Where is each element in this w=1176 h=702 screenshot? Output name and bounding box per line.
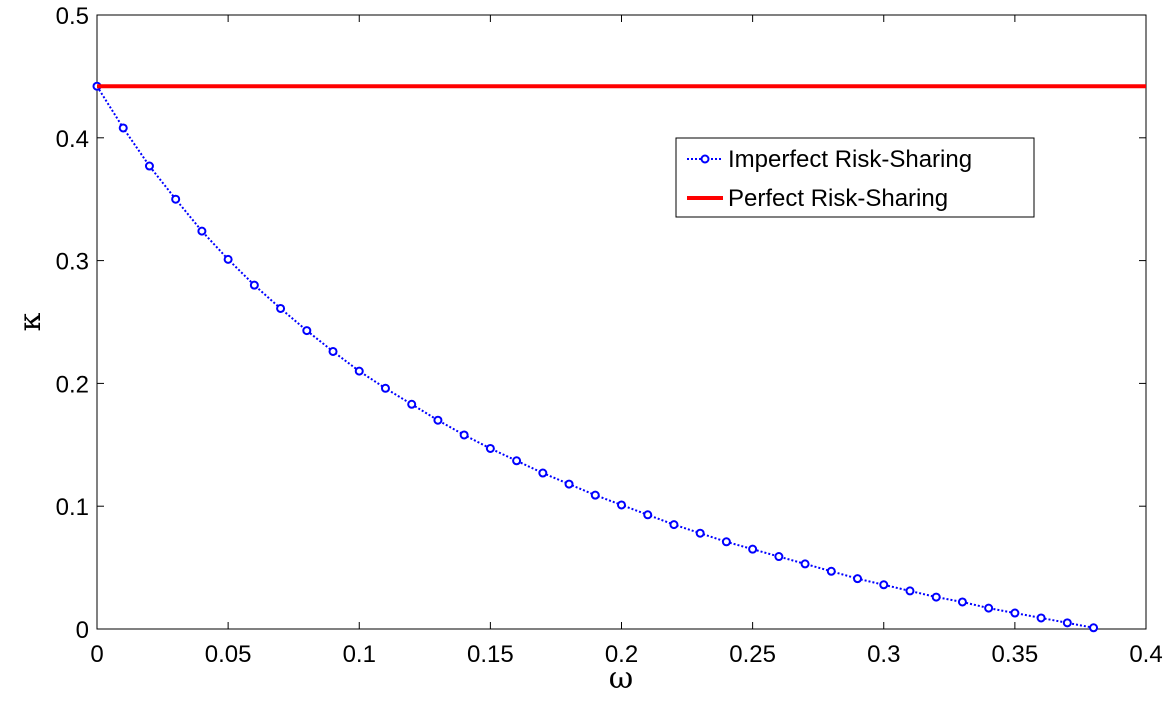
x-tick-label: 0.2	[605, 641, 638, 668]
data-point	[564, 479, 574, 489]
data-point	[249, 280, 259, 290]
data-point	[1036, 613, 1046, 623]
x-tick-label: 0	[90, 641, 103, 668]
y-tick-label: 0.5	[56, 3, 89, 30]
data-point	[223, 254, 233, 264]
data-point	[118, 123, 128, 133]
y-tick-label: 0.1	[56, 494, 89, 521]
legend-label-perfect: Perfect Risk-Sharing	[728, 185, 948, 212]
data-point	[774, 552, 784, 562]
data-point	[984, 603, 994, 613]
data-point	[276, 303, 286, 313]
data-point	[826, 566, 836, 576]
y-axis-label: κ	[13, 312, 48, 331]
data-point	[485, 443, 495, 453]
plot-area	[96, 14, 1147, 630]
y-axis-ticks: 0 0.1 0.2 0.3 0.4 0.5	[56, 3, 1146, 644]
data-point	[695, 528, 705, 538]
data-point	[590, 490, 600, 500]
data-point	[512, 456, 522, 466]
data-point	[800, 559, 810, 569]
x-tick-label: 0.4	[1129, 641, 1162, 668]
data-point	[721, 537, 731, 547]
data-point	[538, 468, 548, 478]
x-axis-ticks: 0 0.05 0.1 0.15 0.2 0.25 0.3 0.35 0.4	[90, 15, 1163, 668]
data-point	[171, 194, 181, 204]
data-point	[617, 500, 626, 510]
x-tick-label: 0.35	[992, 641, 1039, 668]
data-point	[302, 326, 312, 336]
data-point	[669, 520, 679, 530]
data-point	[354, 366, 364, 376]
data-point	[748, 544, 758, 554]
legend-marker-imperfect	[700, 154, 710, 164]
y-tick-label: 0	[76, 617, 89, 644]
data-point	[957, 597, 967, 607]
data-point	[459, 430, 469, 440]
x-tick-label: 0.05	[205, 641, 252, 668]
data-point	[853, 574, 863, 584]
y-tick-label: 0.2	[56, 371, 89, 398]
data-point	[1010, 608, 1020, 618]
y-tick-label: 0.3	[56, 249, 89, 276]
data-point	[643, 510, 653, 520]
legend-label-imperfect: Imperfect Risk-Sharing	[728, 146, 972, 173]
legend-box	[675, 137, 1035, 218]
legend: Imperfect Risk-Sharing Perfect Risk-Shar…	[675, 137, 1035, 218]
data-point	[433, 415, 443, 425]
data-point	[144, 161, 154, 171]
x-tick-label: 0.1	[343, 641, 376, 668]
x-axis-label: ω	[609, 661, 633, 696]
data-point	[328, 346, 338, 356]
y-tick-label: 0.4	[56, 126, 89, 153]
data-point	[879, 580, 889, 590]
x-tick-label: 0.15	[467, 641, 514, 668]
data-point	[407, 399, 417, 409]
data-point	[380, 383, 390, 393]
data-point	[1089, 623, 1099, 633]
data-point	[905, 586, 915, 596]
data-point	[931, 592, 941, 602]
series-layer	[92, 81, 1146, 633]
x-tick-label: 0.3	[867, 641, 900, 668]
x-tick-label: 0.25	[729, 641, 776, 668]
data-point	[197, 226, 207, 236]
data-point	[1062, 618, 1072, 628]
